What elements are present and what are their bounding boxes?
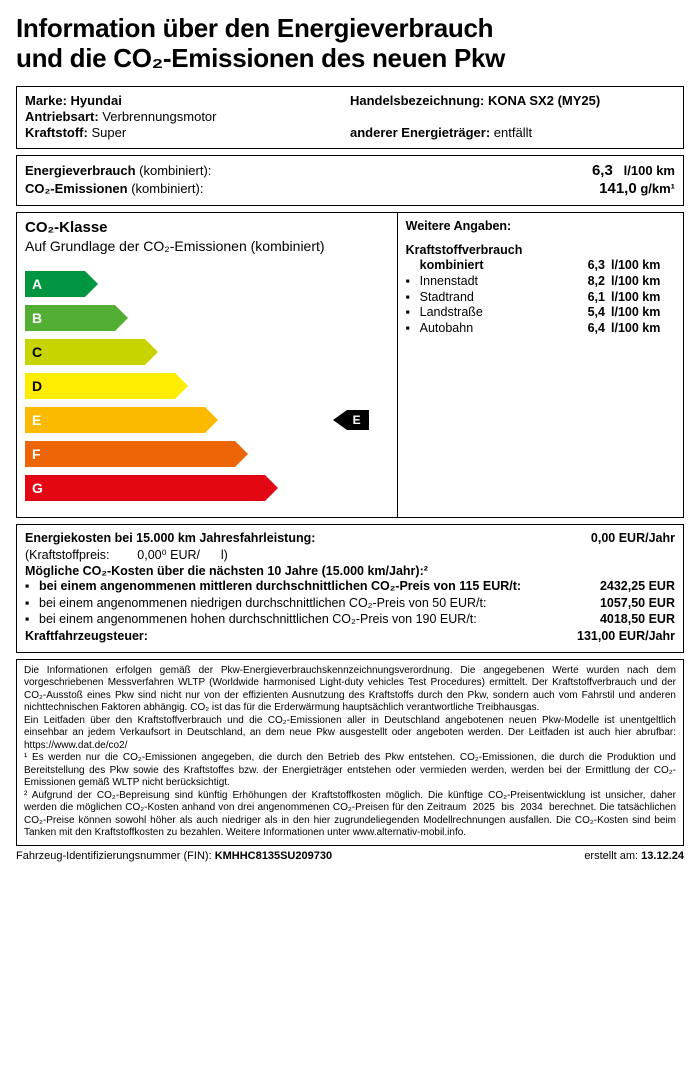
energie-label: Energieverbrauch — [25, 163, 136, 178]
fuelprice-line: (Kraftstoffpreis: 0,00⁰ EUR/ l) — [25, 548, 675, 564]
pointer-label: E — [347, 410, 369, 430]
fuel-row-val: 6,1 — [575, 290, 611, 306]
fuel-row-unit: l/100 km — [611, 258, 675, 274]
pointer-arrow-icon — [333, 410, 347, 430]
anderer-label: anderer Energieträger: — [350, 125, 490, 140]
title-line2: und die CO₂-Emissionen des neuen Pkw — [16, 43, 505, 73]
co2-label: CO₂-Emissionen — [25, 181, 128, 196]
antrieb-value: Verbrennungsmotor — [102, 109, 216, 124]
chart-title: CO₂-Klasse — [25, 219, 389, 238]
fuel-row-unit: l/100 km — [611, 274, 675, 290]
bar-b: B — [25, 305, 115, 331]
fin-label: Fahrzeug-Identifizierungsnummer (FIN): — [16, 850, 212, 862]
fin-value: KMHHC8135SU209730 — [215, 850, 332, 862]
bar-g: G — [25, 475, 265, 501]
chart-subtitle: Auf Grundlage der CO₂-Emissionen (kombin… — [25, 238, 389, 256]
fuel-row-name: Autobahn — [420, 321, 575, 337]
fuel-row-name: Stadtrand — [420, 290, 575, 306]
class-box: CO₂-Klasse Auf Grundlage der CO₂-Emissio… — [16, 212, 684, 518]
co2-value: 141,0 — [599, 180, 637, 197]
co2-unit: g/km¹ — [640, 181, 675, 196]
anderer-value: entfällt — [494, 125, 532, 140]
fuel-row-val: 6,4 — [575, 321, 611, 337]
co2cost-item: bei einem angenommenen niedrigen durchsc… — [39, 596, 565, 612]
energie-value: 6,3 — [592, 162, 613, 179]
details-header: Weitere Angaben: — [406, 219, 675, 235]
energie-suffix: (kombiniert): — [136, 163, 212, 178]
marke-value: Hyundai — [71, 93, 122, 108]
bar-a: A — [25, 271, 85, 297]
fuel-row-unit: l/100 km — [611, 321, 675, 337]
fuel-row-val: 6,3 — [575, 258, 611, 274]
co2-suffix: (kombiniert): — [128, 181, 204, 196]
details-panel: Weitere Angaben: Kraftstoffverbrauch kom… — [398, 213, 683, 517]
consumption-box: Energieverbrauch (kombiniert): 6,3 l/100… — [16, 155, 684, 207]
handels-value: KONA SX2 (MY25) — [488, 93, 600, 108]
bar-f: F — [25, 441, 235, 467]
fuel-row-name: Landstraße — [420, 305, 575, 321]
bar-c: C — [25, 339, 145, 365]
tax-value: 131,00 EUR/Jahr — [565, 629, 675, 645]
co2cost-value: 1057,50 EUR — [565, 596, 675, 612]
marke-label: Marke: — [25, 93, 67, 108]
energycost-value: 0,00 EUR/Jahr — [565, 531, 675, 547]
energie-unit: l/100 km — [624, 163, 675, 178]
title-line1: Information über den Energieverbrauch — [16, 13, 493, 43]
co2cost-item: bei einem angenommenen mittleren durchsc… — [39, 579, 565, 595]
fineprint-box: Die Informationen erfolgen gemäß der Pkw… — [16, 659, 684, 846]
date-value: 13.12.24 — [641, 850, 684, 862]
fuel-row-val: 8,2 — [575, 274, 611, 290]
tax-label: Kraftfahrzeugsteuer: — [25, 629, 148, 645]
footer: Fahrzeug-Identifizierungsnummer (FIN): K… — [16, 850, 684, 864]
fuel-row-val: 5,4 — [575, 305, 611, 321]
class-pointer: E — [333, 410, 369, 430]
co2cost-header: Mögliche CO₂-Kosten über die nächsten 10… — [25, 564, 675, 580]
bar-d: D — [25, 373, 175, 399]
energycost-label: Energiekosten bei 15.000 km Jahresfahrle… — [25, 531, 315, 547]
vehicle-box: Marke: Hyundai Handelsbezeichnung: KONA … — [16, 86, 684, 149]
co2cost-value: 4018,50 EUR — [565, 612, 675, 628]
co2cost-value: 2432,25 EUR — [565, 579, 675, 595]
fuel-row-name: kombiniert — [420, 258, 575, 274]
fuel-row-name: Innenstadt — [420, 274, 575, 290]
costs-box: Energiekosten bei 15.000 km Jahresfahrle… — [16, 524, 684, 652]
kraftstoff-value: Super — [91, 125, 126, 140]
fuel-row-unit: l/100 km — [611, 305, 675, 321]
handels-label: Handelsbezeichnung: — [350, 93, 484, 108]
fuel-row-unit: l/100 km — [611, 290, 675, 306]
date-label: erstellt am: — [584, 850, 638, 862]
co2cost-item: bei einem angenommenen hohen durchschnit… — [39, 612, 565, 628]
kraftstoff-label: Kraftstoff: — [25, 125, 88, 140]
antrieb-label: Antriebsart: — [25, 109, 99, 124]
page-title: Information über den Energieverbrauch un… — [16, 14, 684, 74]
efficiency-chart: CO₂-Klasse Auf Grundlage der CO₂-Emissio… — [17, 213, 398, 517]
fuel-table: kombiniert 6,3 l/100 km ▪ Innenstadt 8,2… — [406, 258, 675, 336]
bar-e: E — [25, 407, 205, 433]
details-section: Kraftstoffverbrauch — [406, 243, 675, 259]
efficiency-bars: A B C D E E F G — [25, 269, 389, 503]
